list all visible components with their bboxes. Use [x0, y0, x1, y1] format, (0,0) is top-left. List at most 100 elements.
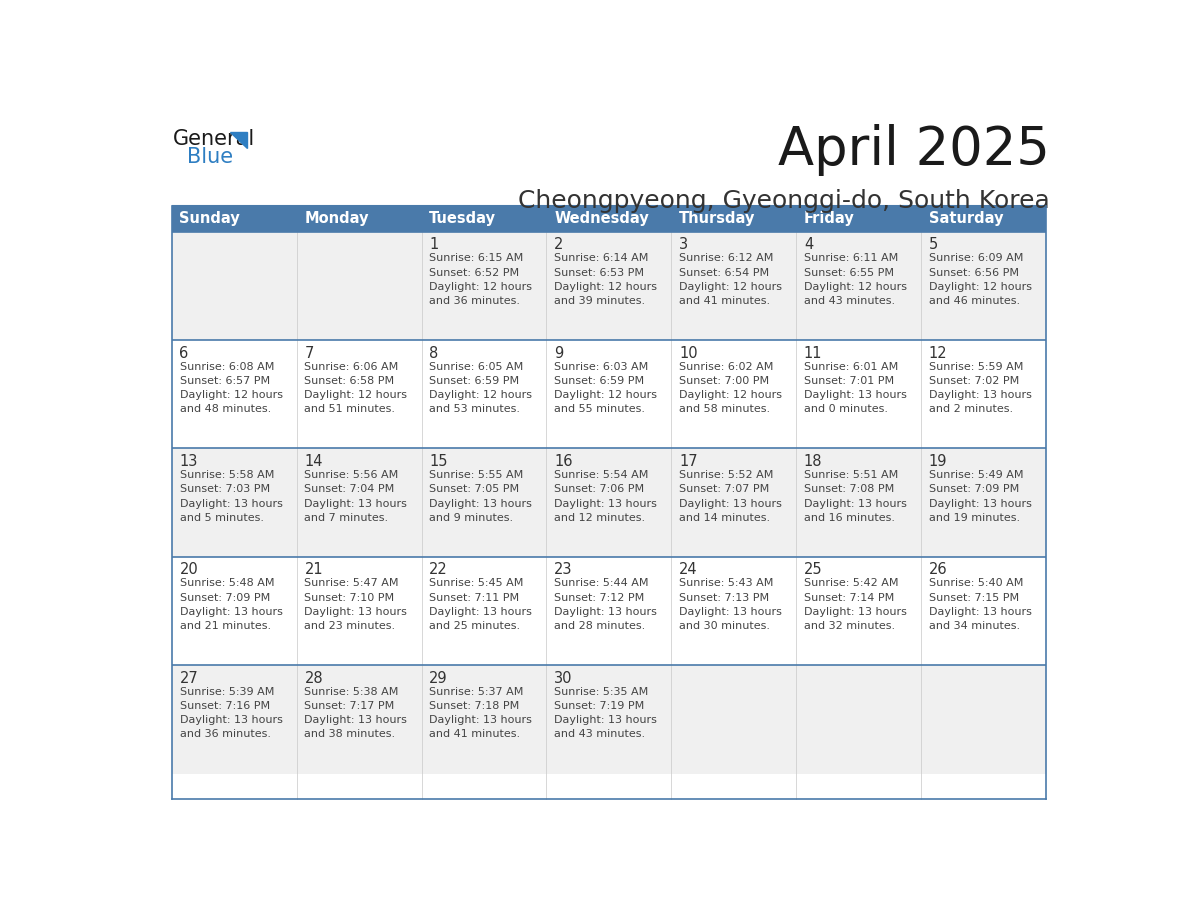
- Text: 22: 22: [429, 562, 448, 577]
- Text: Sunset: 7:13 PM: Sunset: 7:13 PM: [680, 593, 769, 602]
- Text: 15: 15: [429, 453, 448, 469]
- Text: Daylight: 12 hours: Daylight: 12 hours: [429, 390, 532, 400]
- Text: Sunrise: 6:09 AM: Sunrise: 6:09 AM: [929, 253, 1023, 263]
- Text: Sunset: 6:55 PM: Sunset: 6:55 PM: [804, 268, 893, 277]
- Text: General: General: [173, 129, 255, 150]
- Text: Daylight: 12 hours: Daylight: 12 hours: [929, 282, 1032, 292]
- Text: Sunrise: 5:35 AM: Sunrise: 5:35 AM: [554, 687, 649, 697]
- Text: Sunrise: 5:39 AM: Sunrise: 5:39 AM: [179, 687, 274, 697]
- Text: 29: 29: [429, 670, 448, 686]
- Text: and 39 minutes.: and 39 minutes.: [554, 297, 645, 306]
- Text: Daylight: 12 hours: Daylight: 12 hours: [429, 282, 532, 292]
- Text: 14: 14: [304, 453, 323, 469]
- Text: 26: 26: [929, 562, 948, 577]
- Text: Sunrise: 5:42 AM: Sunrise: 5:42 AM: [804, 578, 898, 588]
- Text: Daylight: 12 hours: Daylight: 12 hours: [680, 390, 782, 400]
- Text: Sunrise: 5:45 AM: Sunrise: 5:45 AM: [429, 578, 524, 588]
- Text: Sunrise: 5:59 AM: Sunrise: 5:59 AM: [929, 362, 1023, 372]
- Text: Daylight: 13 hours: Daylight: 13 hours: [680, 498, 782, 509]
- Text: Sunrise: 5:37 AM: Sunrise: 5:37 AM: [429, 687, 524, 697]
- Text: and 30 minutes.: and 30 minutes.: [680, 621, 770, 632]
- Text: and 43 minutes.: and 43 minutes.: [554, 730, 645, 740]
- Text: Sunset: 7:18 PM: Sunset: 7:18 PM: [429, 701, 519, 711]
- Text: and 46 minutes.: and 46 minutes.: [929, 297, 1020, 306]
- Text: Sunset: 7:04 PM: Sunset: 7:04 PM: [304, 485, 394, 494]
- Text: Daylight: 13 hours: Daylight: 13 hours: [429, 715, 532, 725]
- Text: Daylight: 13 hours: Daylight: 13 hours: [804, 498, 906, 509]
- Text: Sunset: 6:56 PM: Sunset: 6:56 PM: [929, 268, 1019, 277]
- Text: Sunset: 6:53 PM: Sunset: 6:53 PM: [554, 268, 644, 277]
- Text: 1: 1: [429, 237, 438, 252]
- Text: and 16 minutes.: and 16 minutes.: [804, 513, 895, 522]
- Text: Sunset: 7:02 PM: Sunset: 7:02 PM: [929, 376, 1019, 386]
- Text: Sunrise: 5:52 AM: Sunrise: 5:52 AM: [680, 470, 773, 480]
- Text: 25: 25: [804, 562, 822, 577]
- Text: Sunset: 7:09 PM: Sunset: 7:09 PM: [929, 485, 1019, 494]
- Text: Sunset: 7:12 PM: Sunset: 7:12 PM: [554, 593, 644, 602]
- Text: and 51 minutes.: and 51 minutes.: [304, 405, 396, 414]
- Text: Sunrise: 6:01 AM: Sunrise: 6:01 AM: [804, 362, 898, 372]
- Text: Sunset: 7:05 PM: Sunset: 7:05 PM: [429, 485, 519, 494]
- Text: Friday: Friday: [804, 211, 854, 227]
- Text: Sunset: 6:57 PM: Sunset: 6:57 PM: [179, 376, 270, 386]
- Text: and 38 minutes.: and 38 minutes.: [304, 730, 396, 740]
- Text: Sunset: 6:52 PM: Sunset: 6:52 PM: [429, 268, 519, 277]
- Text: Sunrise: 5:40 AM: Sunrise: 5:40 AM: [929, 578, 1023, 588]
- Text: 5: 5: [929, 237, 939, 252]
- Text: Sunrise: 5:54 AM: Sunrise: 5:54 AM: [554, 470, 649, 480]
- Bar: [172, 232, 1045, 341]
- Text: Sunrise: 5:58 AM: Sunrise: 5:58 AM: [179, 470, 274, 480]
- Text: Sunrise: 6:12 AM: Sunrise: 6:12 AM: [680, 253, 773, 263]
- Bar: [796, 206, 921, 232]
- Text: Sunset: 6:59 PM: Sunset: 6:59 PM: [429, 376, 519, 386]
- Text: Sunset: 7:07 PM: Sunset: 7:07 PM: [680, 485, 770, 494]
- Bar: [172, 666, 1045, 774]
- Text: 9: 9: [554, 345, 563, 361]
- Text: Sunrise: 5:55 AM: Sunrise: 5:55 AM: [429, 470, 524, 480]
- Text: Sunset: 7:09 PM: Sunset: 7:09 PM: [179, 593, 270, 602]
- Text: Daylight: 12 hours: Daylight: 12 hours: [804, 282, 906, 292]
- Text: Sunset: 7:00 PM: Sunset: 7:00 PM: [680, 376, 769, 386]
- Text: Sunrise: 6:11 AM: Sunrise: 6:11 AM: [804, 253, 898, 263]
- Text: Tuesday: Tuesday: [429, 211, 497, 227]
- Text: Daylight: 13 hours: Daylight: 13 hours: [304, 498, 407, 509]
- Text: Sunset: 7:19 PM: Sunset: 7:19 PM: [554, 701, 644, 711]
- Text: 16: 16: [554, 453, 573, 469]
- Text: Daylight: 13 hours: Daylight: 13 hours: [554, 498, 657, 509]
- Text: and 43 minutes.: and 43 minutes.: [804, 297, 895, 306]
- Text: and 0 minutes.: and 0 minutes.: [804, 405, 887, 414]
- Text: 2: 2: [554, 237, 563, 252]
- Text: and 5 minutes.: and 5 minutes.: [179, 513, 264, 522]
- Text: Daylight: 13 hours: Daylight: 13 hours: [554, 607, 657, 617]
- Text: 30: 30: [554, 670, 573, 686]
- Text: Sunset: 7:03 PM: Sunset: 7:03 PM: [179, 485, 270, 494]
- Text: and 21 minutes.: and 21 minutes.: [179, 621, 271, 632]
- Text: 20: 20: [179, 562, 198, 577]
- Text: Sunrise: 6:06 AM: Sunrise: 6:06 AM: [304, 362, 399, 372]
- Text: and 36 minutes.: and 36 minutes.: [179, 730, 271, 740]
- Text: Sunrise: 6:05 AM: Sunrise: 6:05 AM: [429, 362, 524, 372]
- Text: Sunset: 7:17 PM: Sunset: 7:17 PM: [304, 701, 394, 711]
- Bar: [422, 206, 546, 232]
- Text: Daylight: 12 hours: Daylight: 12 hours: [554, 282, 657, 292]
- Text: Sunrise: 5:51 AM: Sunrise: 5:51 AM: [804, 470, 898, 480]
- Text: Sunset: 6:59 PM: Sunset: 6:59 PM: [554, 376, 644, 386]
- Bar: [921, 206, 1045, 232]
- Text: Daylight: 12 hours: Daylight: 12 hours: [554, 390, 657, 400]
- Text: Daylight: 13 hours: Daylight: 13 hours: [429, 607, 532, 617]
- Text: and 41 minutes.: and 41 minutes.: [429, 730, 520, 740]
- Text: Sunrise: 5:49 AM: Sunrise: 5:49 AM: [929, 470, 1023, 480]
- Text: Sunrise: 6:02 AM: Sunrise: 6:02 AM: [680, 362, 773, 372]
- Text: and 53 minutes.: and 53 minutes.: [429, 405, 520, 414]
- Text: and 28 minutes.: and 28 minutes.: [554, 621, 645, 632]
- Text: Daylight: 13 hours: Daylight: 13 hours: [179, 715, 283, 725]
- Text: Daylight: 12 hours: Daylight: 12 hours: [680, 282, 782, 292]
- Text: and 2 minutes.: and 2 minutes.: [929, 405, 1013, 414]
- Text: and 9 minutes.: and 9 minutes.: [429, 513, 513, 522]
- Text: 23: 23: [554, 562, 573, 577]
- Bar: [172, 206, 297, 232]
- Text: Sunrise: 5:47 AM: Sunrise: 5:47 AM: [304, 578, 399, 588]
- Text: 24: 24: [680, 562, 697, 577]
- Text: Sunrise: 5:43 AM: Sunrise: 5:43 AM: [680, 578, 773, 588]
- Text: and 25 minutes.: and 25 minutes.: [429, 621, 520, 632]
